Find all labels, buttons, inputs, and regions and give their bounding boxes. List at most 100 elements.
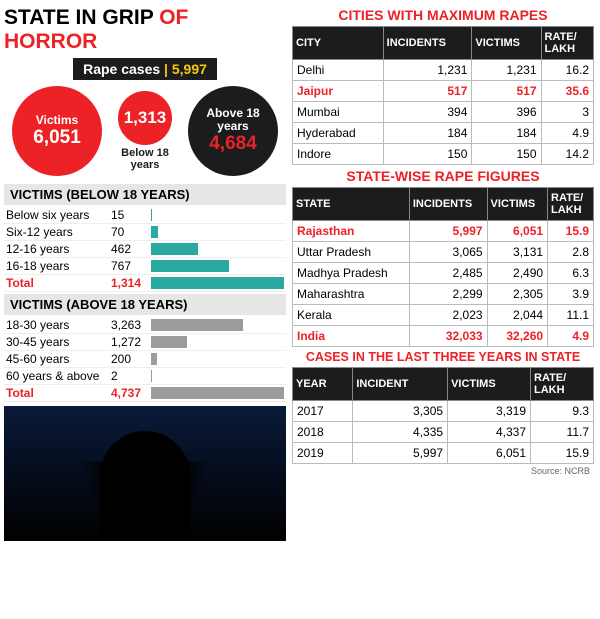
bar-label: 60 years & above [6, 369, 111, 383]
table-cell: 32,260 [487, 326, 548, 347]
table-row: Madhya Pradesh2,4852,4906.3 [293, 263, 594, 284]
table-cell: 9.3 [531, 401, 594, 422]
bar-val: 1,272 [111, 335, 151, 349]
bar-total-label: Total [6, 276, 111, 290]
years-table: YEARINCIDENTVICTIMSRATE/ LAKH20173,3053,… [292, 367, 594, 464]
table-header: YEAR [293, 368, 353, 401]
bar-val: 3,263 [111, 318, 151, 332]
source: Source: NCRB [292, 464, 594, 478]
table-cell: Uttar Pradesh [293, 242, 410, 263]
bar-row: 45-60 years200 [4, 351, 286, 368]
right-column: CITIES WITH MAXIMUM RAPES CITYINCIDENTSV… [290, 0, 600, 545]
victims-label: Victims [36, 113, 78, 127]
table-cell: 3,305 [353, 401, 448, 422]
left-column: STATE IN GRIP OF HORROR Rape cases | 5,9… [0, 0, 290, 545]
table-cell: 184 [383, 123, 472, 144]
bar-row: 30-45 years1,272 [4, 334, 286, 351]
bar-track [151, 319, 284, 331]
bar-track [151, 336, 284, 348]
table-cell: 16.2 [541, 60, 594, 81]
table-cell: 35.6 [541, 81, 594, 102]
table-cell: 11.1 [548, 305, 594, 326]
table-row: India32,03332,2604.9 [293, 326, 594, 347]
bar-val: 70 [111, 225, 151, 239]
bar-label: 18-30 years [6, 318, 111, 332]
below18-heading: VICTIMS (BELOW 18 YEARS) [4, 184, 286, 205]
bar-row: 60 years & above2 [4, 368, 286, 385]
bar-row: Six-12 years70 [4, 224, 286, 241]
table-cell: India [293, 326, 410, 347]
bar-val: 200 [111, 352, 151, 366]
table-header: RATE/ LAKH [541, 27, 594, 60]
above18-chart: 18-30 years3,263 30-45 years1,27245-60 ye… [4, 317, 286, 402]
table-cell: 3,065 [409, 242, 487, 263]
bar-val: 462 [111, 242, 151, 256]
table-cell: Mumbai [293, 102, 384, 123]
band-label: Rape cases [83, 61, 160, 77]
table-cell: 6,051 [448, 443, 531, 464]
table-row: Maharashtra2,2992,3053.9 [293, 284, 594, 305]
table-row: Indore15015014.2 [293, 144, 594, 165]
table-cell: 184 [472, 123, 541, 144]
above18-label: Above 18 years [206, 107, 259, 133]
states-table: STATEINCIDENTSVICTIMSRATE/ LAKHRajasthan… [292, 187, 594, 347]
above18-circle: Above 18 years 4,684 [188, 86, 278, 176]
bar-val: 2 [111, 369, 151, 383]
table-cell: 2,305 [487, 284, 548, 305]
table-cell: 6.3 [548, 263, 594, 284]
illustration [4, 406, 286, 541]
band-value: 5,997 [172, 61, 207, 77]
table-cell: 15.9 [548, 221, 594, 242]
table-row: Kerala2,0232,04411.1 [293, 305, 594, 326]
table-cell: 396 [472, 102, 541, 123]
table-header: VICTIMS [448, 368, 531, 401]
rape-cases-band: Rape cases | 5,997 [73, 58, 217, 80]
table-cell: 3.9 [548, 284, 594, 305]
table-row: Uttar Pradesh3,0653,1312.8 [293, 242, 594, 263]
bar-track [151, 387, 284, 399]
table-cell: Jaipur [293, 81, 384, 102]
table-cell: 1,231 [472, 60, 541, 81]
table-cell: 2,299 [409, 284, 487, 305]
above18-value: 4,684 [209, 133, 257, 155]
table-header: VICTIMS [472, 27, 541, 60]
bar-label: Six-12 years [6, 225, 111, 239]
table-row: Delhi1,2311,23116.2 [293, 60, 594, 81]
table-cell: 150 [383, 144, 472, 165]
table-cell: 4.9 [548, 326, 594, 347]
table-header: CITY [293, 27, 384, 60]
table-cell: 2,485 [409, 263, 487, 284]
table-cell: Kerala [293, 305, 410, 326]
table-header: INCIDENTS [383, 27, 472, 60]
table-cell: Madhya Pradesh [293, 263, 410, 284]
table-row: 20184,3354,33711.7 [293, 422, 594, 443]
below18-circle: 1,313 [118, 91, 172, 145]
table-cell: 4,335 [353, 422, 448, 443]
table-cell: 2017 [293, 401, 353, 422]
bar-row: Below six years15 [4, 207, 286, 224]
table-row: 20195,9976,05115.9 [293, 443, 594, 464]
table-cell: 11.7 [531, 422, 594, 443]
table-cell: 394 [383, 102, 472, 123]
table-header: RATE/ LAKH [548, 188, 594, 221]
table-cell: 3,319 [448, 401, 531, 422]
table-cell: Hyderabad [293, 123, 384, 144]
table-cell: 3,131 [487, 242, 548, 263]
cities-title: CITIES WITH MAXIMUM RAPES [292, 4, 594, 26]
bar-label: 12-16 years [6, 242, 111, 256]
bar-label: 45-60 years [6, 352, 111, 366]
bar-total-val: 4,737 [111, 386, 151, 400]
table-header: RATE/ LAKH [531, 368, 594, 401]
states-title: STATE-WISE RAPE FIGURES [292, 165, 594, 187]
below18-value: 1,313 [124, 108, 167, 128]
table-cell: 2018 [293, 422, 353, 443]
table-cell: Indore [293, 144, 384, 165]
table-cell: 14.2 [541, 144, 594, 165]
table-cell: Delhi [293, 60, 384, 81]
table-cell: 5,997 [409, 221, 487, 242]
table-row: 20173,3053,3199.3 [293, 401, 594, 422]
table-row: Jaipur51751735.6 [293, 81, 594, 102]
table-cell: Rajasthan [293, 221, 410, 242]
table-row: Hyderabad1841844.9 [293, 123, 594, 144]
table-cell: 3 [541, 102, 594, 123]
